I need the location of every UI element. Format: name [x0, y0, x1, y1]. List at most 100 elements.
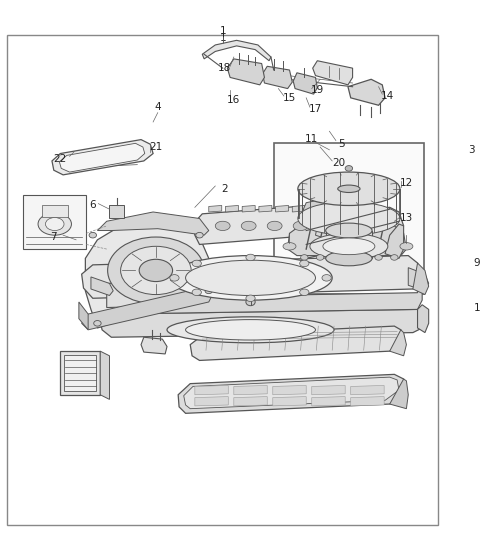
Polygon shape [202, 40, 271, 61]
Ellipse shape [46, 217, 64, 231]
Polygon shape [82, 256, 422, 298]
Ellipse shape [170, 274, 179, 281]
Polygon shape [178, 374, 407, 413]
Polygon shape [273, 385, 306, 395]
Text: 17: 17 [309, 104, 322, 114]
Ellipse shape [139, 259, 173, 282]
Polygon shape [276, 205, 288, 212]
Polygon shape [408, 268, 429, 291]
Polygon shape [288, 223, 407, 256]
Bar [109, 205, 124, 219]
Text: 21: 21 [149, 142, 163, 152]
Polygon shape [190, 326, 404, 360]
Polygon shape [195, 397, 228, 406]
Polygon shape [52, 140, 153, 175]
Polygon shape [234, 397, 267, 406]
Polygon shape [292, 205, 305, 212]
Ellipse shape [215, 221, 230, 231]
Text: 1: 1 [219, 26, 226, 36]
Polygon shape [295, 208, 404, 258]
Ellipse shape [167, 317, 334, 343]
Ellipse shape [322, 274, 331, 281]
Ellipse shape [196, 232, 203, 238]
Polygon shape [390, 330, 407, 356]
Polygon shape [390, 379, 408, 408]
Polygon shape [60, 351, 100, 395]
Polygon shape [100, 277, 111, 321]
Text: 3: 3 [468, 145, 475, 155]
Polygon shape [351, 385, 384, 395]
Ellipse shape [300, 254, 308, 260]
Polygon shape [100, 310, 425, 337]
Polygon shape [85, 219, 209, 328]
Ellipse shape [298, 202, 400, 235]
Polygon shape [209, 205, 222, 212]
Text: 15: 15 [283, 93, 296, 103]
Text: 12: 12 [400, 178, 413, 188]
Polygon shape [228, 59, 264, 85]
Ellipse shape [169, 256, 332, 300]
Text: 20: 20 [332, 158, 345, 168]
Ellipse shape [246, 298, 255, 306]
Polygon shape [82, 286, 214, 330]
Text: 11: 11 [305, 134, 318, 144]
Polygon shape [111, 268, 422, 314]
Ellipse shape [400, 242, 413, 250]
Ellipse shape [316, 254, 324, 260]
Ellipse shape [323, 238, 375, 254]
Ellipse shape [192, 260, 202, 267]
Ellipse shape [205, 288, 213, 294]
Polygon shape [79, 302, 88, 330]
Text: 6: 6 [89, 200, 96, 210]
Text: 5: 5 [338, 139, 345, 149]
Text: 14: 14 [381, 91, 395, 101]
Ellipse shape [345, 166, 353, 171]
Polygon shape [351, 397, 384, 406]
Ellipse shape [283, 242, 296, 250]
Polygon shape [315, 212, 332, 240]
Polygon shape [234, 385, 267, 395]
Ellipse shape [298, 172, 400, 205]
Polygon shape [242, 205, 255, 212]
Polygon shape [385, 224, 404, 258]
Bar [64, 355, 96, 391]
Ellipse shape [120, 246, 191, 295]
Polygon shape [312, 61, 353, 85]
Polygon shape [60, 144, 145, 172]
Ellipse shape [186, 260, 315, 295]
Text: 2: 2 [221, 184, 228, 194]
Text: 19: 19 [311, 86, 324, 95]
Ellipse shape [108, 237, 204, 304]
Text: 22: 22 [53, 154, 66, 164]
Ellipse shape [246, 295, 255, 301]
Polygon shape [97, 212, 209, 235]
Polygon shape [226, 205, 239, 212]
Ellipse shape [326, 251, 372, 266]
Ellipse shape [300, 260, 309, 267]
Bar [42, 205, 68, 216]
Polygon shape [141, 337, 167, 354]
Polygon shape [273, 397, 306, 406]
Text: 16: 16 [227, 95, 240, 105]
Ellipse shape [246, 254, 255, 261]
Text: 1: 1 [219, 33, 226, 43]
Ellipse shape [192, 289, 202, 295]
Polygon shape [263, 66, 292, 88]
Polygon shape [91, 277, 113, 295]
Text: 13: 13 [400, 214, 413, 224]
Text: 7: 7 [50, 232, 57, 242]
Ellipse shape [326, 223, 372, 238]
Ellipse shape [94, 321, 101, 326]
Bar [274, 144, 424, 294]
Polygon shape [293, 73, 317, 94]
Polygon shape [259, 205, 272, 212]
Polygon shape [312, 397, 345, 406]
Ellipse shape [300, 289, 309, 295]
Bar [326, 231, 372, 258]
Polygon shape [107, 282, 172, 307]
Ellipse shape [338, 185, 360, 193]
Polygon shape [312, 385, 345, 395]
Ellipse shape [375, 254, 382, 260]
Ellipse shape [241, 221, 256, 231]
Polygon shape [303, 193, 355, 216]
